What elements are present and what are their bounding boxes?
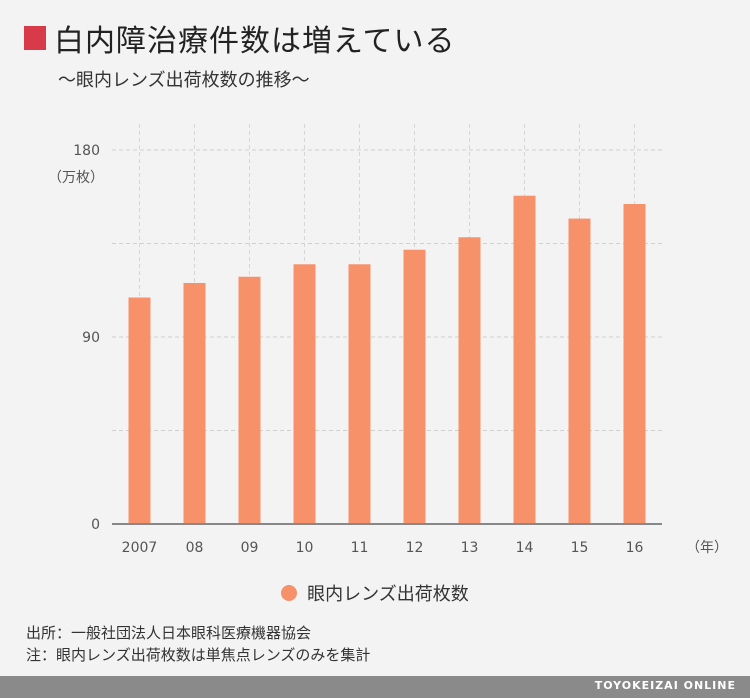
x-tick-label: 15	[571, 540, 589, 556]
bar-16	[623, 204, 646, 524]
bar-09	[238, 276, 261, 524]
legend: 眼内レンズ出荷枚数	[0, 580, 750, 606]
bar-08	[183, 282, 206, 524]
x-tick-label: 12	[406, 540, 424, 556]
x-tick-label: 09	[241, 540, 259, 556]
footer-brand: TOYOKEIZAI ONLINE	[594, 679, 736, 692]
title-marker	[24, 26, 46, 50]
title-row: 白内障治療件数は増えている	[24, 18, 456, 59]
footnote: 注：眼内レンズ出荷枚数は単焦点レンズのみを集計	[26, 646, 371, 664]
x-tick-label: 16	[626, 540, 644, 556]
bar-13	[458, 237, 481, 524]
chart-title: 白内障治療件数は増えている	[54, 24, 456, 59]
bar-10	[293, 264, 316, 524]
notes: 出所：一般社団法人日本眼科医療機器協会 注：眼内レンズ出荷枚数は単焦点レンズのみ…	[26, 622, 370, 666]
bar-11	[348, 264, 371, 524]
bar-12	[403, 249, 426, 524]
x-tick-label: 13	[461, 540, 479, 556]
chart-subtitle: ～眼内レンズ出荷枚数の推移～	[58, 70, 310, 91]
bars-layer	[128, 195, 646, 525]
x-axis-unit: （年）	[686, 540, 728, 556]
y-axis-unit: （万枚）	[48, 170, 104, 186]
bar-2007	[128, 297, 151, 524]
footer-bar: TOYOKEIZAI ONLINE	[0, 676, 750, 698]
y-tick-label: 90	[82, 330, 100, 346]
x-tick-label: 10	[296, 540, 314, 556]
x-tick-label: 11	[351, 540, 369, 556]
bar-15	[568, 218, 591, 525]
y-tick-label: 0	[91, 517, 100, 533]
x-tick-label: 08	[186, 540, 204, 556]
legend-swatch	[281, 585, 298, 601]
x-tick-label: 14	[516, 540, 534, 556]
bar-chart: 0 90 180 （万枚） 2007 08 09 10 11 12 13 14 15 16 （年）	[48, 124, 728, 556]
legend-label: 眼内レンズ出荷枚数	[307, 584, 469, 605]
bar-14	[513, 195, 536, 524]
y-tick-label: 180	[73, 143, 100, 159]
labels-layer: 0 90 180 （万枚） 2007 08 09 10 11 12 13 14 15 16 （年）	[48, 143, 728, 556]
source-note: 出所：一般社団法人日本眼科医療機器協会	[26, 624, 312, 642]
x-tick-label: 2007	[122, 540, 158, 556]
